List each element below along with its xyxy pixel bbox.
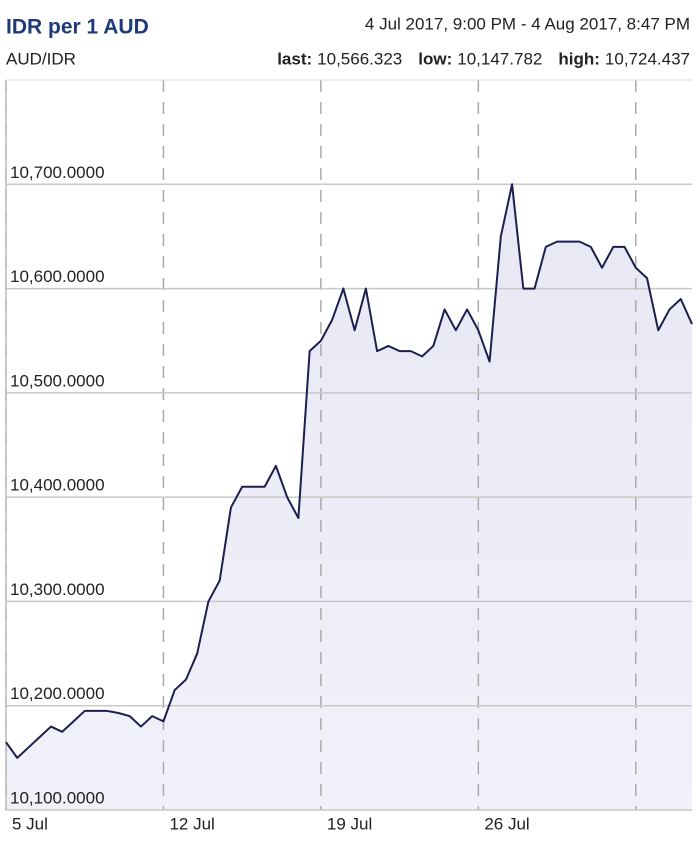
stat-label: last:: [277, 49, 312, 68]
y-tick-label: 10,500.0000: [10, 371, 105, 390]
chart-title: IDR per 1 AUD: [6, 16, 149, 39]
stat-value: 10,147.782: [457, 49, 542, 68]
price-line: [5, 183, 693, 759]
y-tick-label: 10,300.0000: [10, 580, 105, 599]
stat-label: high:: [558, 49, 600, 68]
y-tick-label: 10,700.0000: [10, 163, 105, 182]
y-tick-label: 10,200.0000: [10, 684, 105, 703]
date-range: 4 Jul 2017, 9:00 PM - 4 Aug 2017, 8:47 P…: [365, 14, 690, 33]
stat-label: low:: [418, 49, 452, 68]
plot-area: 5 Jul 12 Jul 19 Jul 26 Jul 10,100.0000 10,200…: [5, 79, 693, 833]
x-tick-label: 26 Jul: [484, 814, 529, 833]
x-tick-label: 19 Jul: [327, 814, 372, 833]
y-tick-label: 10,100.0000: [10, 788, 105, 807]
x-tick-label: 5 Jul: [12, 814, 48, 833]
y-tick-label: 10,400.0000: [10, 476, 105, 495]
stats: 10,724.437 high: 10,147.782 low: 10,566.323 l…: [277, 49, 690, 68]
chart-subtitle: AUD/IDR: [6, 49, 76, 68]
stat-value: 10,566.323: [317, 49, 402, 68]
x-tick-label: 12 Jul: [169, 814, 214, 833]
stat-value: 10,724.437: [605, 49, 690, 68]
y-tick-label: 10,600.0000: [10, 267, 105, 286]
